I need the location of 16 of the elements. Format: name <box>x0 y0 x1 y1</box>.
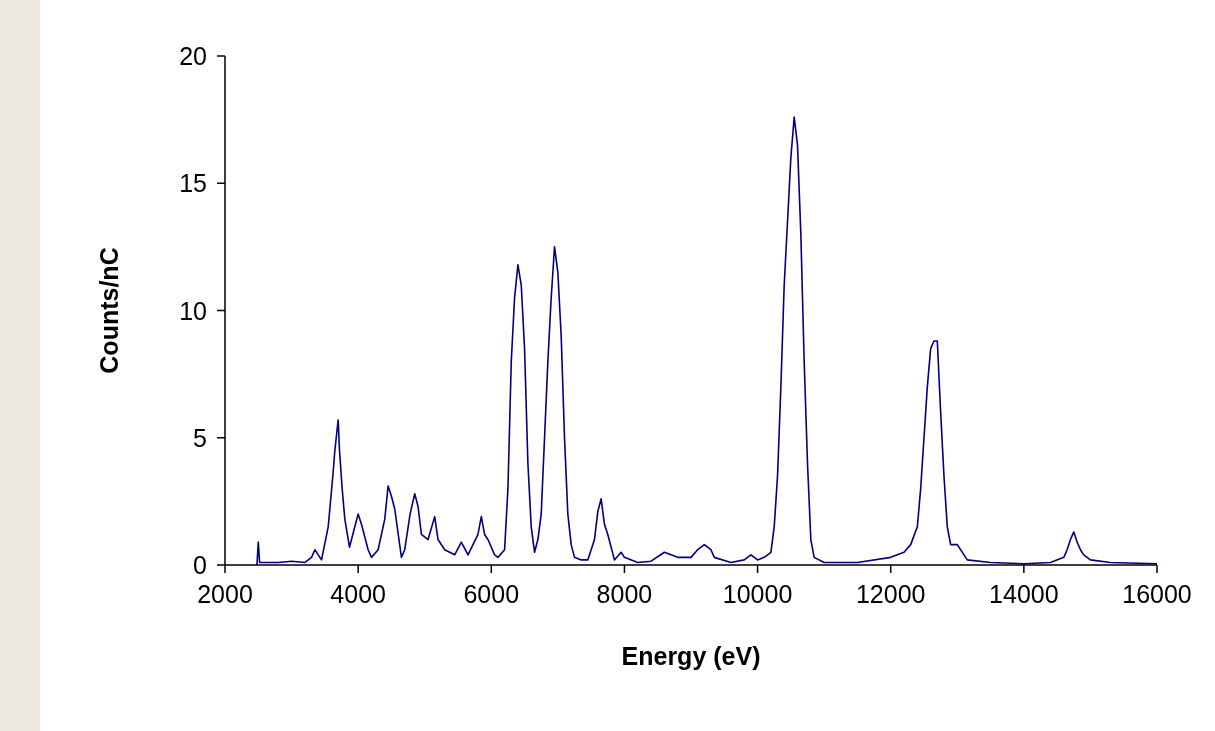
x-tick-label: 8000 <box>596 580 653 608</box>
x-axis-title: Energy (eV) <box>621 642 761 670</box>
x-tick-label: 6000 <box>463 580 520 608</box>
x-tick-label: 2000 <box>197 580 253 608</box>
x-tick-label: 4000 <box>330 580 386 608</box>
y-tick-label: 5 <box>193 423 207 452</box>
y-tick-label: 0 <box>193 551 207 579</box>
x-tick-label: 14000 <box>989 580 1059 608</box>
y-tick-label: 15 <box>179 169 207 198</box>
x-tick-label: 16000 <box>1122 580 1192 608</box>
x-tick-label: 12000 <box>855 580 926 608</box>
y-tick-label: 20 <box>179 42 207 70</box>
y-tick-label: 10 <box>179 296 207 325</box>
line-series <box>256 116 1157 565</box>
x-tick-label: 10000 <box>722 580 793 608</box>
y-axis-title: Counts/nC <box>95 247 123 374</box>
